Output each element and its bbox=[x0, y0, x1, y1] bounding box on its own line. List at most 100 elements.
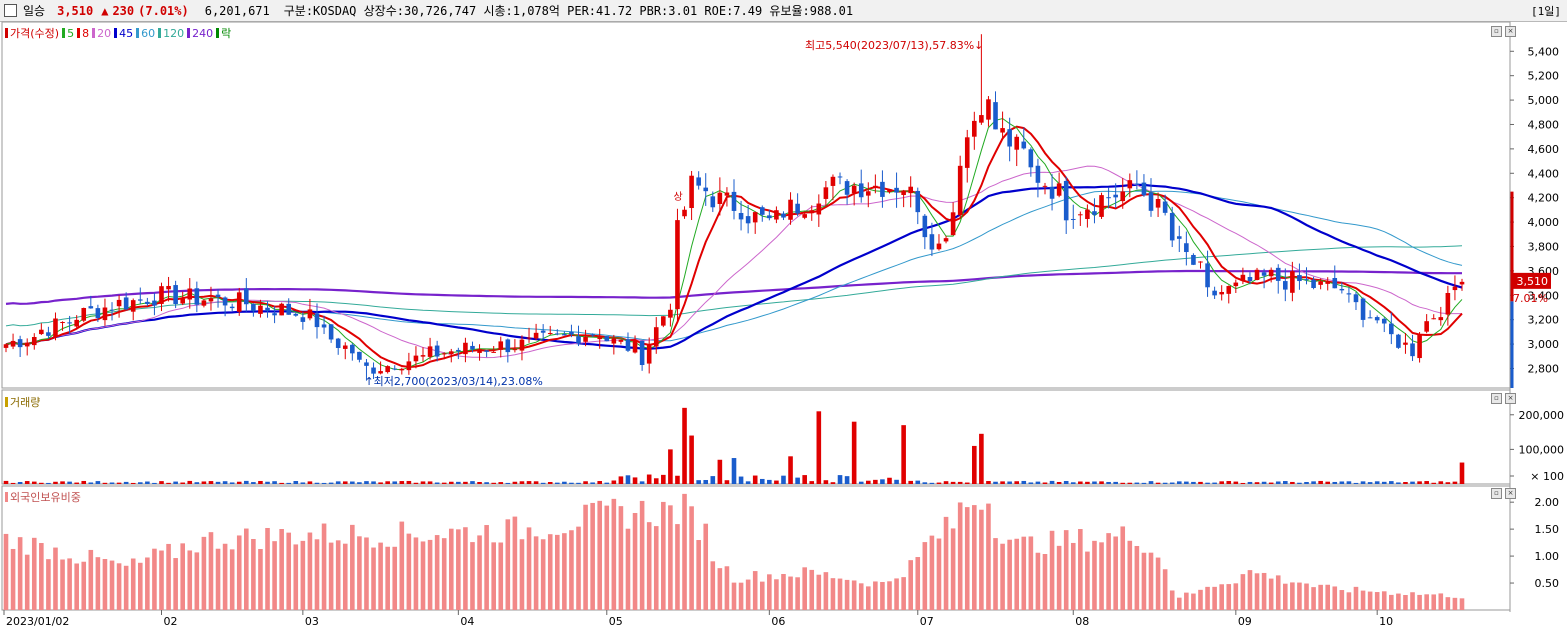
select-checkbox[interactable] bbox=[4, 4, 17, 17]
candle-body bbox=[661, 316, 666, 326]
foreign-bar bbox=[116, 563, 122, 610]
volume-bar bbox=[286, 482, 292, 484]
foreign-bar bbox=[1459, 598, 1465, 610]
legend-item[interactable]: 가격(수정) bbox=[5, 25, 59, 41]
foreign-bar bbox=[1360, 590, 1366, 610]
volume-bar bbox=[632, 477, 638, 484]
candle-body bbox=[1162, 201, 1168, 213]
foreign-bars bbox=[3, 493, 1465, 610]
volume-bar bbox=[1120, 482, 1126, 484]
legend-item[interactable]: 240 bbox=[187, 27, 213, 40]
volume-bar bbox=[1021, 480, 1027, 484]
foreign-bar bbox=[335, 540, 341, 610]
close-icon[interactable]: × bbox=[1505, 26, 1516, 37]
legend-item[interactable]: 20 bbox=[92, 27, 111, 40]
volume-bar bbox=[901, 425, 906, 484]
volume-bar bbox=[1325, 481, 1331, 484]
foreign-bar bbox=[1268, 578, 1274, 610]
candle-body bbox=[498, 341, 504, 350]
volume-bar bbox=[1240, 482, 1246, 484]
volume-bar bbox=[1445, 482, 1451, 484]
candle-body bbox=[484, 350, 489, 352]
volume-bar bbox=[597, 481, 603, 484]
candle-body bbox=[321, 324, 327, 328]
candle-body bbox=[823, 187, 829, 199]
close-icon[interactable]: × bbox=[1505, 393, 1516, 404]
volume-bar bbox=[547, 481, 553, 484]
legend-item[interactable]: 60 bbox=[136, 27, 155, 40]
candle-body bbox=[922, 215, 928, 238]
volume-bar bbox=[526, 481, 532, 484]
volume-bar bbox=[865, 480, 871, 484]
foreign-bar bbox=[1028, 536, 1034, 610]
candle-body bbox=[682, 209, 687, 217]
foreign-bar bbox=[456, 529, 461, 610]
foreign-bar bbox=[39, 543, 44, 610]
foreign-bar bbox=[229, 549, 235, 610]
candle-body bbox=[802, 214, 807, 218]
legend-item[interactable]: 45 bbox=[114, 27, 133, 40]
legend-item[interactable]: 8 bbox=[77, 27, 89, 40]
candle-body bbox=[286, 303, 292, 315]
foreign-bar bbox=[858, 583, 864, 610]
volume-bar bbox=[540, 482, 546, 484]
candle-body bbox=[1417, 334, 1422, 359]
volume-bar bbox=[166, 482, 171, 484]
volume-panel-controls: ▫ × bbox=[1491, 393, 1516, 404]
candle-body bbox=[116, 299, 122, 307]
candle-body bbox=[646, 345, 652, 364]
volume-bar bbox=[109, 482, 115, 484]
volume-bar bbox=[159, 481, 164, 484]
foreign-bar bbox=[1148, 552, 1154, 610]
y-tick-label: 2,800 bbox=[1528, 362, 1560, 375]
foreign-bar bbox=[1078, 529, 1083, 610]
candle-body bbox=[1191, 254, 1196, 265]
foreign-bar bbox=[67, 558, 72, 610]
foreign-bar bbox=[60, 559, 65, 610]
foreign-bar bbox=[717, 568, 723, 610]
volume-bar bbox=[1459, 462, 1465, 484]
minimize-icon[interactable]: ▫ bbox=[1491, 393, 1502, 404]
candle-body bbox=[152, 300, 157, 306]
foreign-bar bbox=[1403, 595, 1408, 610]
period-selector[interactable]: [1일] bbox=[1531, 5, 1561, 18]
legend-item[interactable]: 5 bbox=[62, 27, 74, 40]
candle-body bbox=[865, 191, 871, 196]
volume-bar bbox=[1169, 482, 1175, 484]
volume-bar bbox=[222, 481, 228, 484]
volume-bar bbox=[611, 480, 617, 484]
foreign-bar bbox=[752, 571, 758, 610]
foreign-bar bbox=[1198, 589, 1203, 610]
candle-body bbox=[1247, 276, 1253, 282]
minimize-icon[interactable]: ▫ bbox=[1491, 488, 1502, 499]
volume-bar bbox=[123, 481, 129, 484]
candle-body bbox=[236, 292, 242, 312]
volume-bar bbox=[562, 481, 567, 484]
volume-bar bbox=[1403, 482, 1408, 484]
volume-bar bbox=[236, 481, 242, 484]
candle-body bbox=[703, 187, 709, 192]
current-price-box bbox=[1513, 272, 1551, 289]
volume-bar bbox=[908, 480, 913, 484]
volume-bar bbox=[31, 481, 37, 484]
volume-bar bbox=[1304, 481, 1309, 484]
low-annotation: ↑최저2,700(2023/03/14),23.08% bbox=[364, 375, 542, 388]
foreign-bar bbox=[1410, 592, 1415, 610]
close-icon[interactable]: × bbox=[1505, 488, 1516, 499]
legend-item[interactable]: 120 bbox=[158, 27, 184, 40]
volume-y-axis: 200,000 100,000 × 100 bbox=[1510, 409, 1564, 483]
volume-bar bbox=[498, 482, 504, 484]
foreign-bar bbox=[646, 522, 652, 610]
foreign-bar bbox=[795, 577, 800, 610]
x-tick-label: 02 bbox=[163, 615, 177, 628]
minimize-icon[interactable]: ▫ bbox=[1491, 26, 1502, 37]
foreign-bar bbox=[668, 505, 673, 610]
volume-bar bbox=[1219, 481, 1224, 484]
candle-body bbox=[279, 303, 284, 316]
legend-item[interactable]: 락 bbox=[216, 25, 231, 41]
candle-body bbox=[420, 355, 426, 357]
foreign-bar bbox=[986, 503, 991, 610]
candle-body bbox=[929, 234, 935, 250]
volume-bar bbox=[364, 481, 369, 484]
foreign-bar bbox=[102, 559, 108, 610]
